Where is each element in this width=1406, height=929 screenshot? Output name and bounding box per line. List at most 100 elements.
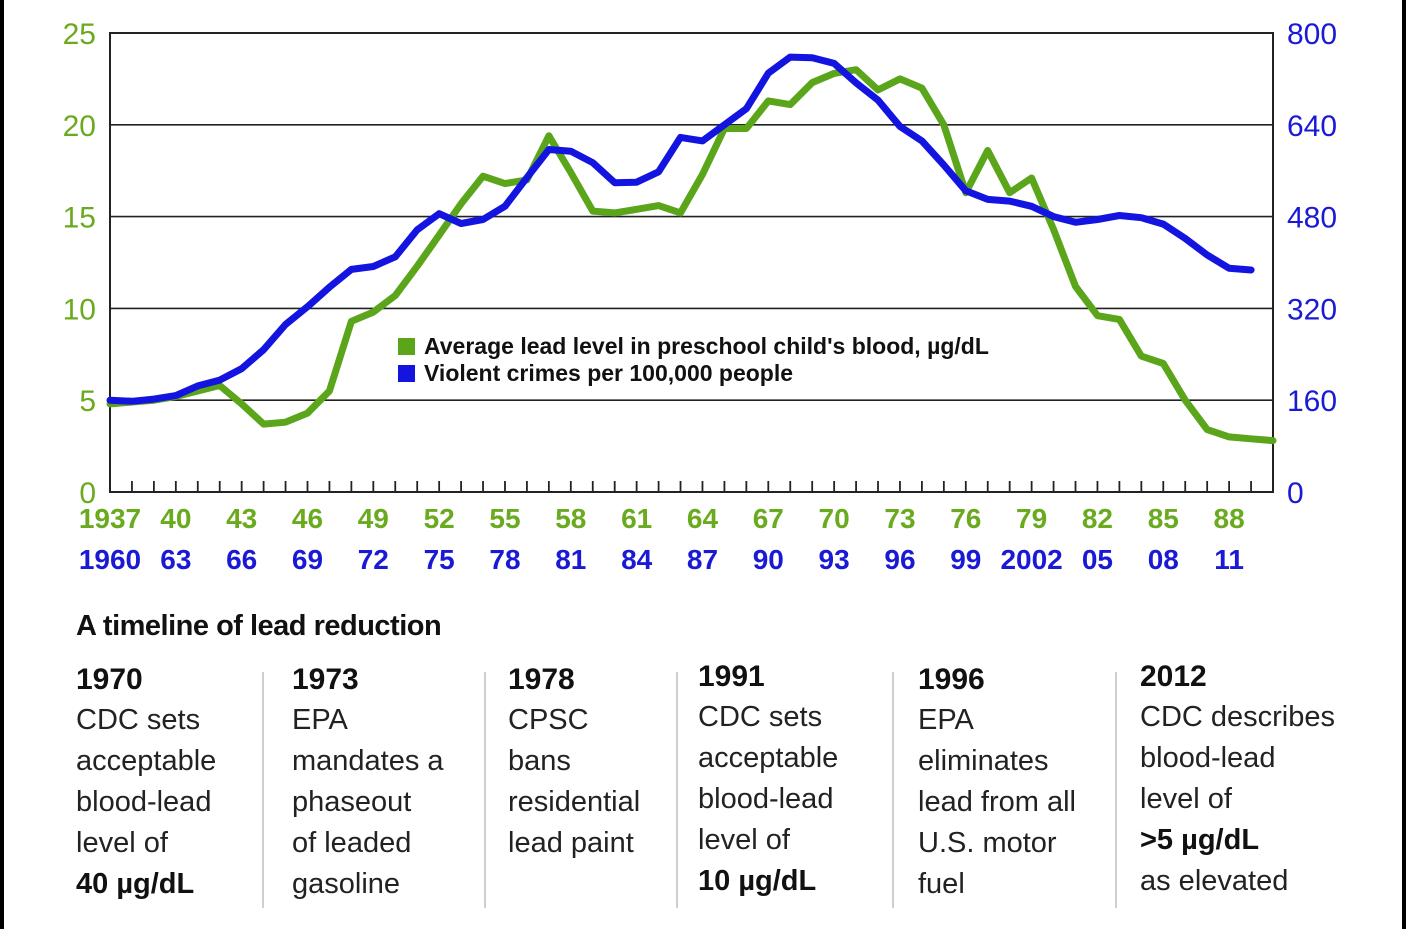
timeline-divider	[1115, 672, 1117, 908]
y-right-tick-label: 0	[1287, 477, 1304, 510]
x-crime-tick-label: 72	[358, 544, 389, 575]
x-crime-tick-label: 2002	[1000, 544, 1062, 575]
timeline-entry: 2012 CDC describes blood-lead level of >5 µg…	[1140, 657, 1335, 902]
y-right-tick-label: 800	[1287, 18, 1337, 51]
x-crime-tick-label: 66	[226, 544, 257, 575]
timeline-text-line: mandates a	[292, 745, 444, 777]
timeline-divider	[262, 672, 264, 908]
timeline-text-line: phaseout	[292, 786, 412, 818]
y-left-tick-label: 15	[63, 202, 96, 235]
timeline-entry: 1973 EPA mandates a phaseout of leaded gasoli…	[292, 660, 444, 905]
timeline-text-line: blood-lead	[1140, 742, 1276, 774]
plot-frame	[109, 32, 1274, 493]
x-lead-tick-label: 52	[424, 503, 455, 534]
x-crime-tick-label: 99	[950, 544, 981, 575]
legend-label: Violent crimes per 100,000 people	[424, 360, 793, 386]
x-lead-tick-label: 43	[226, 503, 257, 534]
x-crime-tick-label: 69	[292, 544, 323, 575]
timeline-year: 1973	[292, 663, 359, 696]
x-crime-tick-label: 08	[1148, 544, 1179, 575]
timeline-text-line: U.S. motor	[918, 827, 1057, 859]
y-left-tick-label: 5	[79, 385, 96, 418]
legend-swatch	[398, 365, 415, 382]
timeline-text-line: residential	[508, 786, 641, 818]
y-right-tick-label: 640	[1287, 110, 1337, 143]
x-lead-tick-label: 46	[292, 503, 323, 534]
x-crime-tick-label: 87	[687, 544, 718, 575]
x-crime-tick-label: 90	[753, 544, 784, 575]
crime-series-line	[106, 53, 1255, 405]
x-lead-tick-label: 55	[489, 503, 520, 534]
legend-label: Average lead level in preschool child's …	[424, 333, 989, 359]
timeline-entry: 1970 CDC sets acceptable blood-lead level of…	[76, 660, 216, 905]
timeline-text-line: gasoline	[292, 868, 401, 900]
y-left-tick-label: 0	[79, 477, 96, 510]
x-crime-tick-label: 05	[1082, 544, 1113, 575]
timeline-entry: 1996 EPA eliminates lead from all U.S. motor…	[918, 660, 1076, 905]
x-lead-tick-label: 40	[160, 503, 191, 534]
legend-swatch	[398, 338, 415, 355]
x-lead-tick-label: 70	[819, 503, 850, 534]
x-crime-tick-label: 63	[160, 544, 191, 575]
timeline-year: 2012	[1140, 660, 1207, 693]
y-right-tick-label: 320	[1287, 293, 1337, 326]
timeline-emphasis: >5 µg/dL	[1140, 824, 1260, 856]
x-crime-tick-label: 78	[489, 544, 520, 575]
x-crime-tick-label: 1960	[79, 544, 141, 575]
x-lead-tick-label: 76	[950, 503, 981, 534]
timeline-year: 1978	[508, 663, 575, 696]
timeline-entry: 1978 CPSC bans residential lead paint	[508, 660, 640, 864]
x-crime-tick-label: 75	[424, 544, 455, 575]
left-edge-bar	[0, 0, 4, 929]
timeline-text-line: CDC describes	[1140, 701, 1335, 733]
timeline-text-line: EPA	[918, 704, 974, 736]
x-lead-tick-label: 64	[687, 503, 719, 534]
timeline-text-line: CDC sets	[76, 704, 201, 736]
timeline-emphasis: 40 µg/dL	[76, 868, 195, 900]
timeline-text-line: blood-lead	[76, 786, 212, 818]
timeline-text-line: lead from all	[918, 786, 1076, 818]
x-lead-tick-label: 1937	[79, 503, 141, 534]
timeline-text-line: level of	[76, 827, 168, 859]
x-lead-tick-label: 61	[621, 503, 652, 534]
timeline-year: 1991	[698, 660, 765, 693]
timeline-entry: 1991 CDC sets acceptable blood-lead level of…	[698, 657, 838, 902]
timeline-text-line: acceptable	[698, 742, 839, 774]
y-left-tick-label: 20	[63, 110, 96, 143]
timeline-year: 1996	[918, 663, 985, 696]
y-left-tick-label: 10	[63, 293, 96, 326]
x-crime-tick-label: 84	[621, 544, 653, 575]
timeline-divider	[676, 672, 678, 908]
timeline-text-line: level of	[1140, 783, 1232, 815]
x-lead-tick-label: 73	[884, 503, 915, 534]
timeline-text-line: eliminates	[918, 745, 1049, 777]
x-lead-tick-label: 49	[358, 503, 389, 534]
timeline-divider	[484, 672, 486, 908]
lead-series-line	[106, 66, 1277, 445]
timeline-text-line: as elevated	[1140, 865, 1289, 897]
timeline-divider	[892, 672, 894, 908]
x-crime-tick-label: 81	[555, 544, 586, 575]
timeline-text-line: of leaded	[292, 827, 412, 859]
x-lead-tick-label: 82	[1082, 503, 1113, 534]
timeline-text-line: blood-lead	[698, 783, 834, 815]
timeline-emphasis: 10 µg/dL	[698, 865, 817, 897]
x-lead-tick-label: 67	[753, 503, 784, 534]
x-lead-tick-label: 79	[1016, 503, 1047, 534]
timeline-text-line: CDC sets	[698, 701, 823, 733]
y-right-tick-label: 480	[1287, 202, 1337, 235]
x-crime-tick-label: 11	[1214, 544, 1244, 575]
y-left-tick-label: 25	[63, 18, 96, 51]
x-lead-tick-label: 85	[1148, 503, 1179, 534]
right-edge-bar	[1402, 0, 1406, 929]
timeline-text-line: level of	[698, 824, 790, 856]
timeline-text-line: fuel	[918, 868, 965, 900]
timeline-text-line: acceptable	[76, 745, 217, 777]
timeline-year: 1970	[76, 663, 143, 696]
timeline-text-line: lead paint	[508, 827, 634, 859]
y-right-tick-label: 160	[1287, 385, 1337, 418]
timeline-text-line: CPSC	[508, 704, 589, 736]
x-lead-tick-label: 58	[555, 503, 586, 534]
timeline-text-line: bans	[508, 745, 571, 777]
